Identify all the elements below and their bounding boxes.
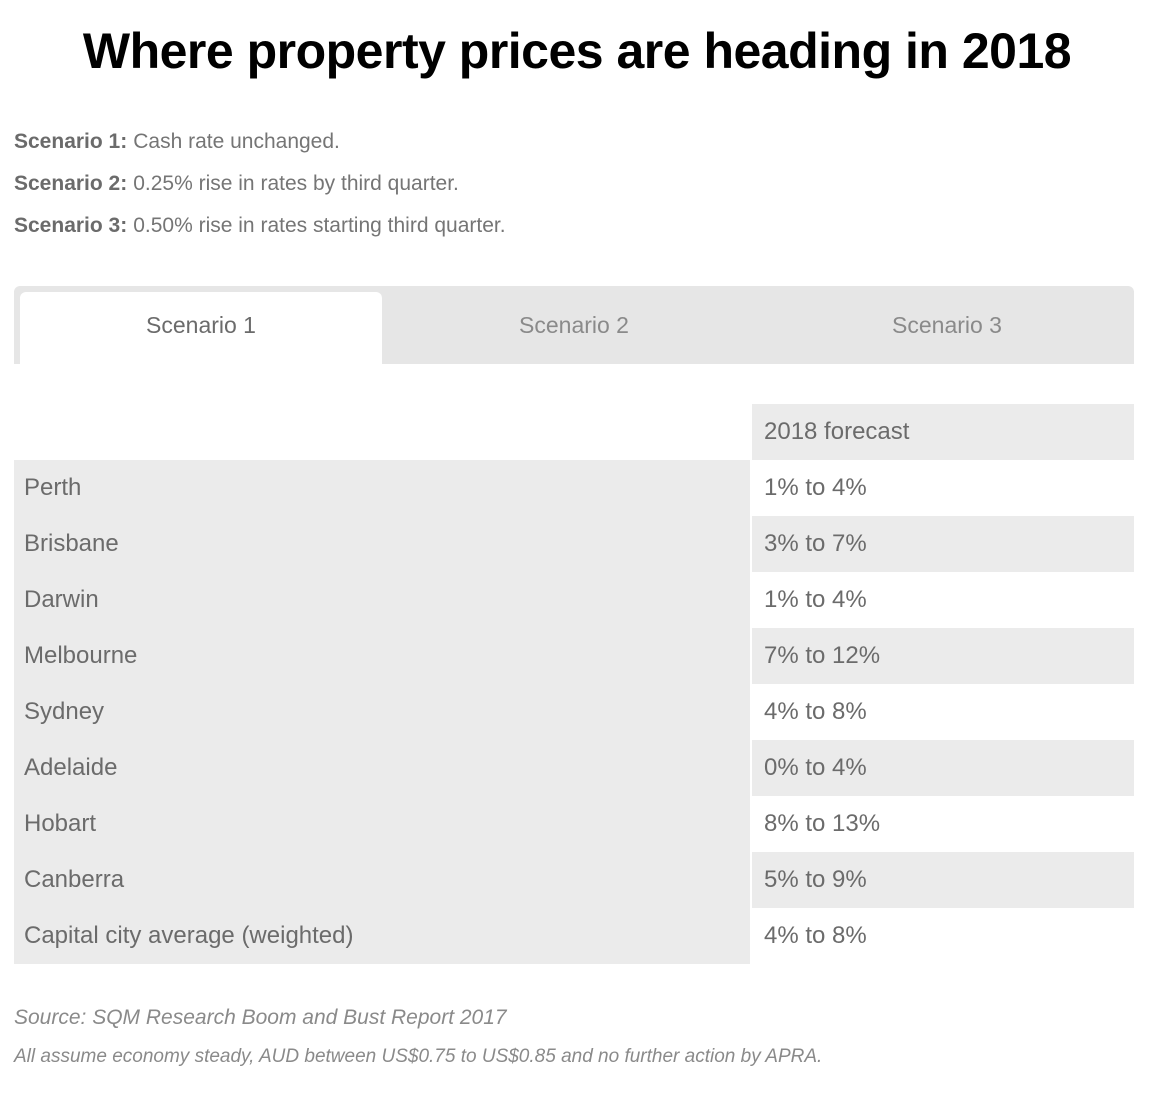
table-header-row: 2018 forecast: [14, 404, 1134, 460]
table-row: Darwin 1% to 4%: [14, 572, 1134, 628]
forecast-cell: 1% to 4%: [764, 586, 867, 613]
forecast-cell: 0% to 4%: [752, 740, 1134, 796]
table-row: Canberra 5% to 9%: [14, 852, 1134, 908]
table-row: Hobart 8% to 13%: [14, 796, 1134, 852]
forecast-cell: 7% to 12%: [752, 628, 1134, 684]
table-row: Capital city average (weighted) 4% to 8%: [14, 908, 1134, 964]
scenario-description: Scenario 3: 0.50% rise in rates starting …: [14, 210, 1134, 252]
tab-scenario-1[interactable]: Scenario 1: [20, 292, 382, 364]
column-header-forecast: 2018 forecast: [752, 404, 1134, 460]
table-row: Perth 1% to 4%: [14, 460, 1134, 516]
scenario-label: Scenario 1:: [14, 130, 128, 153]
city-cell: Adelaide: [14, 740, 750, 796]
tab-scenario-2[interactable]: Scenario 2: [519, 312, 629, 338]
forecast-cell: 5% to 9%: [752, 852, 1134, 908]
table-row: Adelaide 0% to 4%: [14, 740, 1134, 796]
scenario-label: Scenario 3:: [14, 214, 128, 237]
forecast-cell: 4% to 8%: [764, 922, 867, 949]
forecast-cell: 1% to 4%: [764, 474, 867, 501]
table-row: Sydney 4% to 8%: [14, 684, 1134, 740]
city-cell: Melbourne: [14, 628, 750, 684]
scenario-description: Scenario 2: 0.25% rise in rates by third …: [14, 168, 1134, 210]
scenario-label: Scenario 2:: [14, 172, 128, 195]
source-caption: Source: SQM Research Boom and Bust Repor…: [14, 1006, 507, 1029]
forecast-cell: 8% to 13%: [764, 810, 881, 837]
city-cell: Capital city average (weighted): [14, 908, 750, 964]
forecast-cell: 4% to 8%: [764, 698, 867, 725]
scenario-descriptions: Scenario 1: Cash rate unchanged. Scenario…: [14, 126, 1134, 252]
forecast-table: 2018 forecast Perth 1% to 4% Brisbane 3%…: [14, 404, 1134, 964]
scenario-tab-bar: Scenario 1 Scenario 2 Scenario 3: [14, 286, 1134, 364]
city-cell: Sydney: [14, 684, 750, 740]
city-cell: Darwin: [14, 572, 750, 628]
city-cell: Canberra: [14, 852, 750, 908]
forecast-cell: 3% to 7%: [752, 516, 1134, 572]
table-row: Melbourne 7% to 12%: [14, 628, 1134, 684]
tab-scenario-3[interactable]: Scenario 3: [892, 312, 1002, 338]
city-cell: Perth: [14, 460, 750, 516]
city-cell: Brisbane: [14, 516, 750, 572]
city-cell: Hobart: [14, 796, 750, 852]
footnote: All assume economy steady, AUD between U…: [14, 1046, 823, 1067]
table-row: Brisbane 3% to 7%: [14, 516, 1134, 572]
scenario-text: 0.25% rise in rates by third quarter.: [133, 172, 459, 195]
scenario-text: Cash rate unchanged.: [133, 130, 340, 153]
page-title: Where property prices are heading in 201…: [82, 23, 1072, 79]
scenario-description: Scenario 1: Cash rate unchanged.: [14, 126, 1134, 168]
scenario-text: 0.50% rise in rates starting third quart…: [133, 214, 506, 237]
